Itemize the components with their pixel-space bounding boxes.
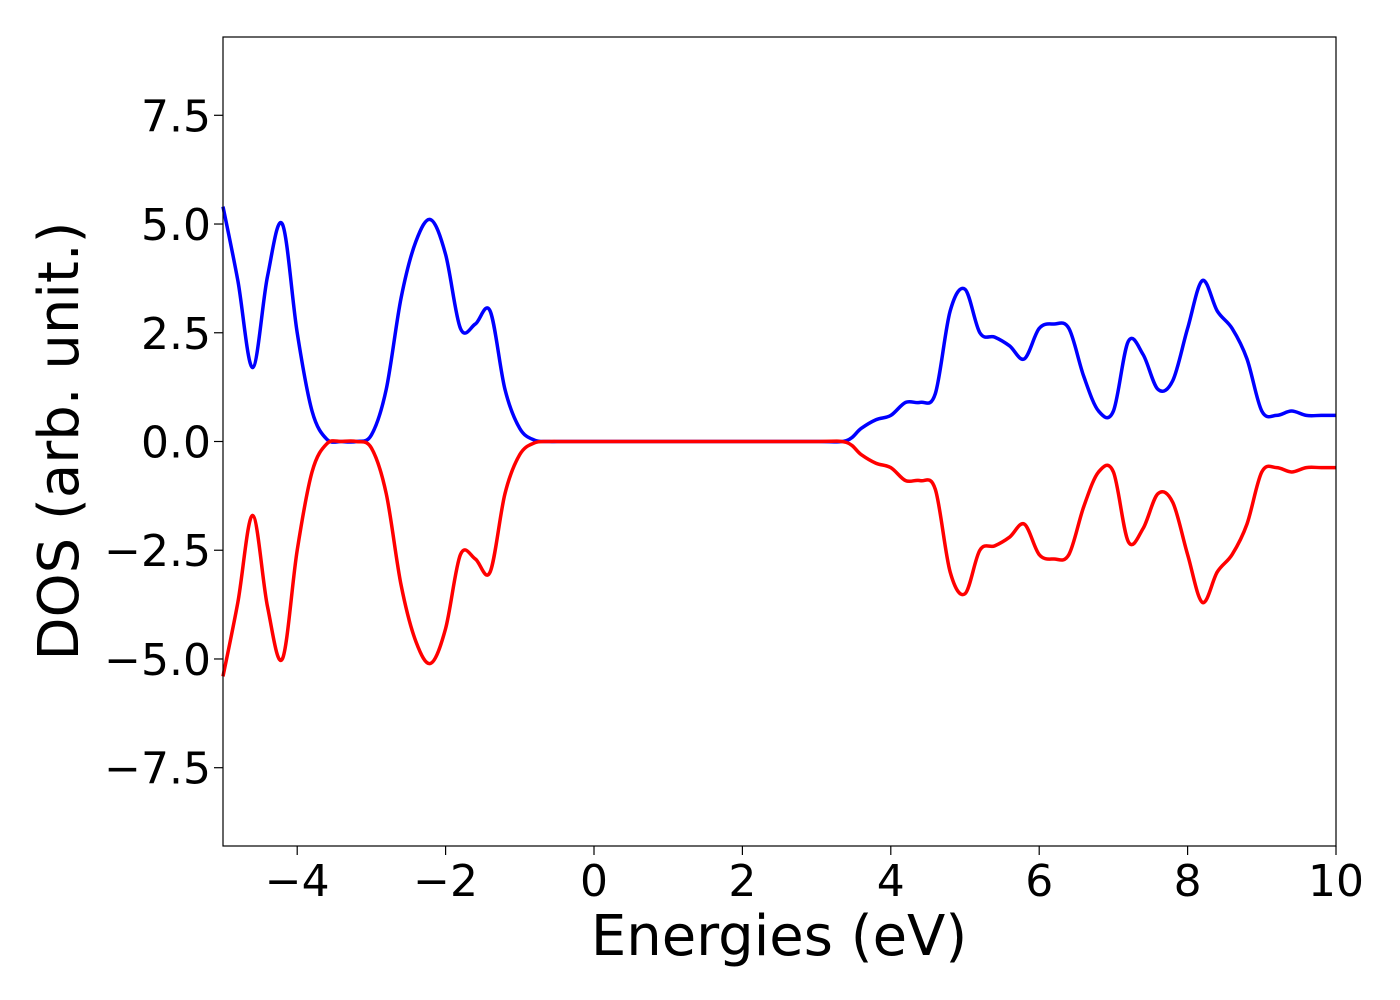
x-ticks: −4 −2 0 2 4 6 8 10 xyxy=(265,846,1364,907)
y-tick-label: −2.5 xyxy=(104,526,211,577)
series-line-spin-up xyxy=(221,206,1336,444)
x-tick-label: −2 xyxy=(413,856,478,907)
x-tick-label: 0 xyxy=(580,856,608,907)
y-ticks: −7.5 −5.0 −2.5 0.0 2.5 5.0 7.5 xyxy=(104,91,223,795)
y-tick-label: 7.5 xyxy=(141,91,211,142)
y-tick-label: −5.0 xyxy=(104,635,211,686)
y-tick-label: 2.5 xyxy=(141,309,211,360)
y-axis-label: DOS (arb. unit.) xyxy=(27,221,92,660)
x-tick-label: 8 xyxy=(1174,856,1202,907)
x-tick-label: 10 xyxy=(1308,856,1364,907)
series-layer xyxy=(221,206,1336,677)
x-tick-label: 6 xyxy=(1025,856,1053,907)
x-tick-label: 2 xyxy=(728,856,756,907)
y-tick-label: −7.5 xyxy=(104,744,211,795)
y-tick-label: 5.0 xyxy=(141,200,211,251)
x-tick-label: −4 xyxy=(265,856,330,907)
x-tick-label: 4 xyxy=(877,856,905,907)
y-tick-label: 0.0 xyxy=(141,418,211,469)
x-axis-label: Energies (eV) xyxy=(591,904,967,969)
series-line-spin-down xyxy=(221,439,1336,677)
